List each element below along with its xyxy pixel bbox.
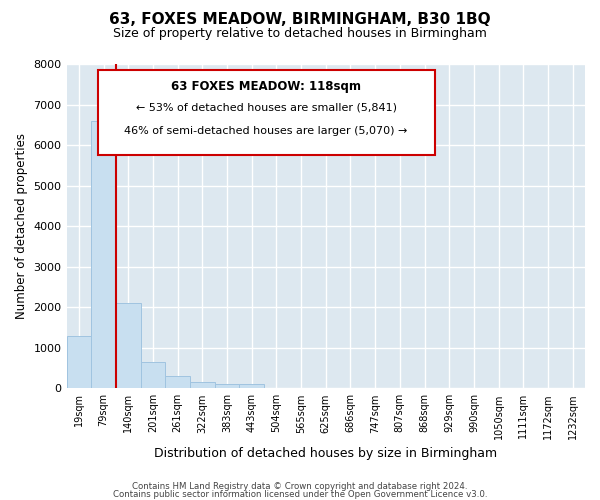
- Text: 46% of semi-detached houses are larger (5,070) →: 46% of semi-detached houses are larger (…: [124, 126, 408, 136]
- Bar: [67, 336, 91, 388]
- Bar: [91, 121, 116, 388]
- Text: ← 53% of detached houses are smaller (5,841): ← 53% of detached houses are smaller (5,…: [136, 103, 397, 113]
- Y-axis label: Number of detached properties: Number of detached properties: [15, 133, 28, 319]
- Bar: [165, 376, 190, 388]
- Bar: [239, 384, 264, 388]
- Text: 63 FOXES MEADOW: 118sqm: 63 FOXES MEADOW: 118sqm: [171, 80, 361, 93]
- Bar: [190, 382, 215, 388]
- Bar: [140, 362, 165, 388]
- Bar: [215, 384, 239, 388]
- FancyBboxPatch shape: [98, 70, 434, 155]
- Text: Size of property relative to detached houses in Birmingham: Size of property relative to detached ho…: [113, 28, 487, 40]
- X-axis label: Distribution of detached houses by size in Birmingham: Distribution of detached houses by size …: [154, 447, 497, 460]
- Text: Contains public sector information licensed under the Open Government Licence v3: Contains public sector information licen…: [113, 490, 487, 499]
- Text: Contains HM Land Registry data © Crown copyright and database right 2024.: Contains HM Land Registry data © Crown c…: [132, 482, 468, 491]
- Text: 63, FOXES MEADOW, BIRMINGHAM, B30 1BQ: 63, FOXES MEADOW, BIRMINGHAM, B30 1BQ: [109, 12, 491, 28]
- Bar: [116, 303, 140, 388]
